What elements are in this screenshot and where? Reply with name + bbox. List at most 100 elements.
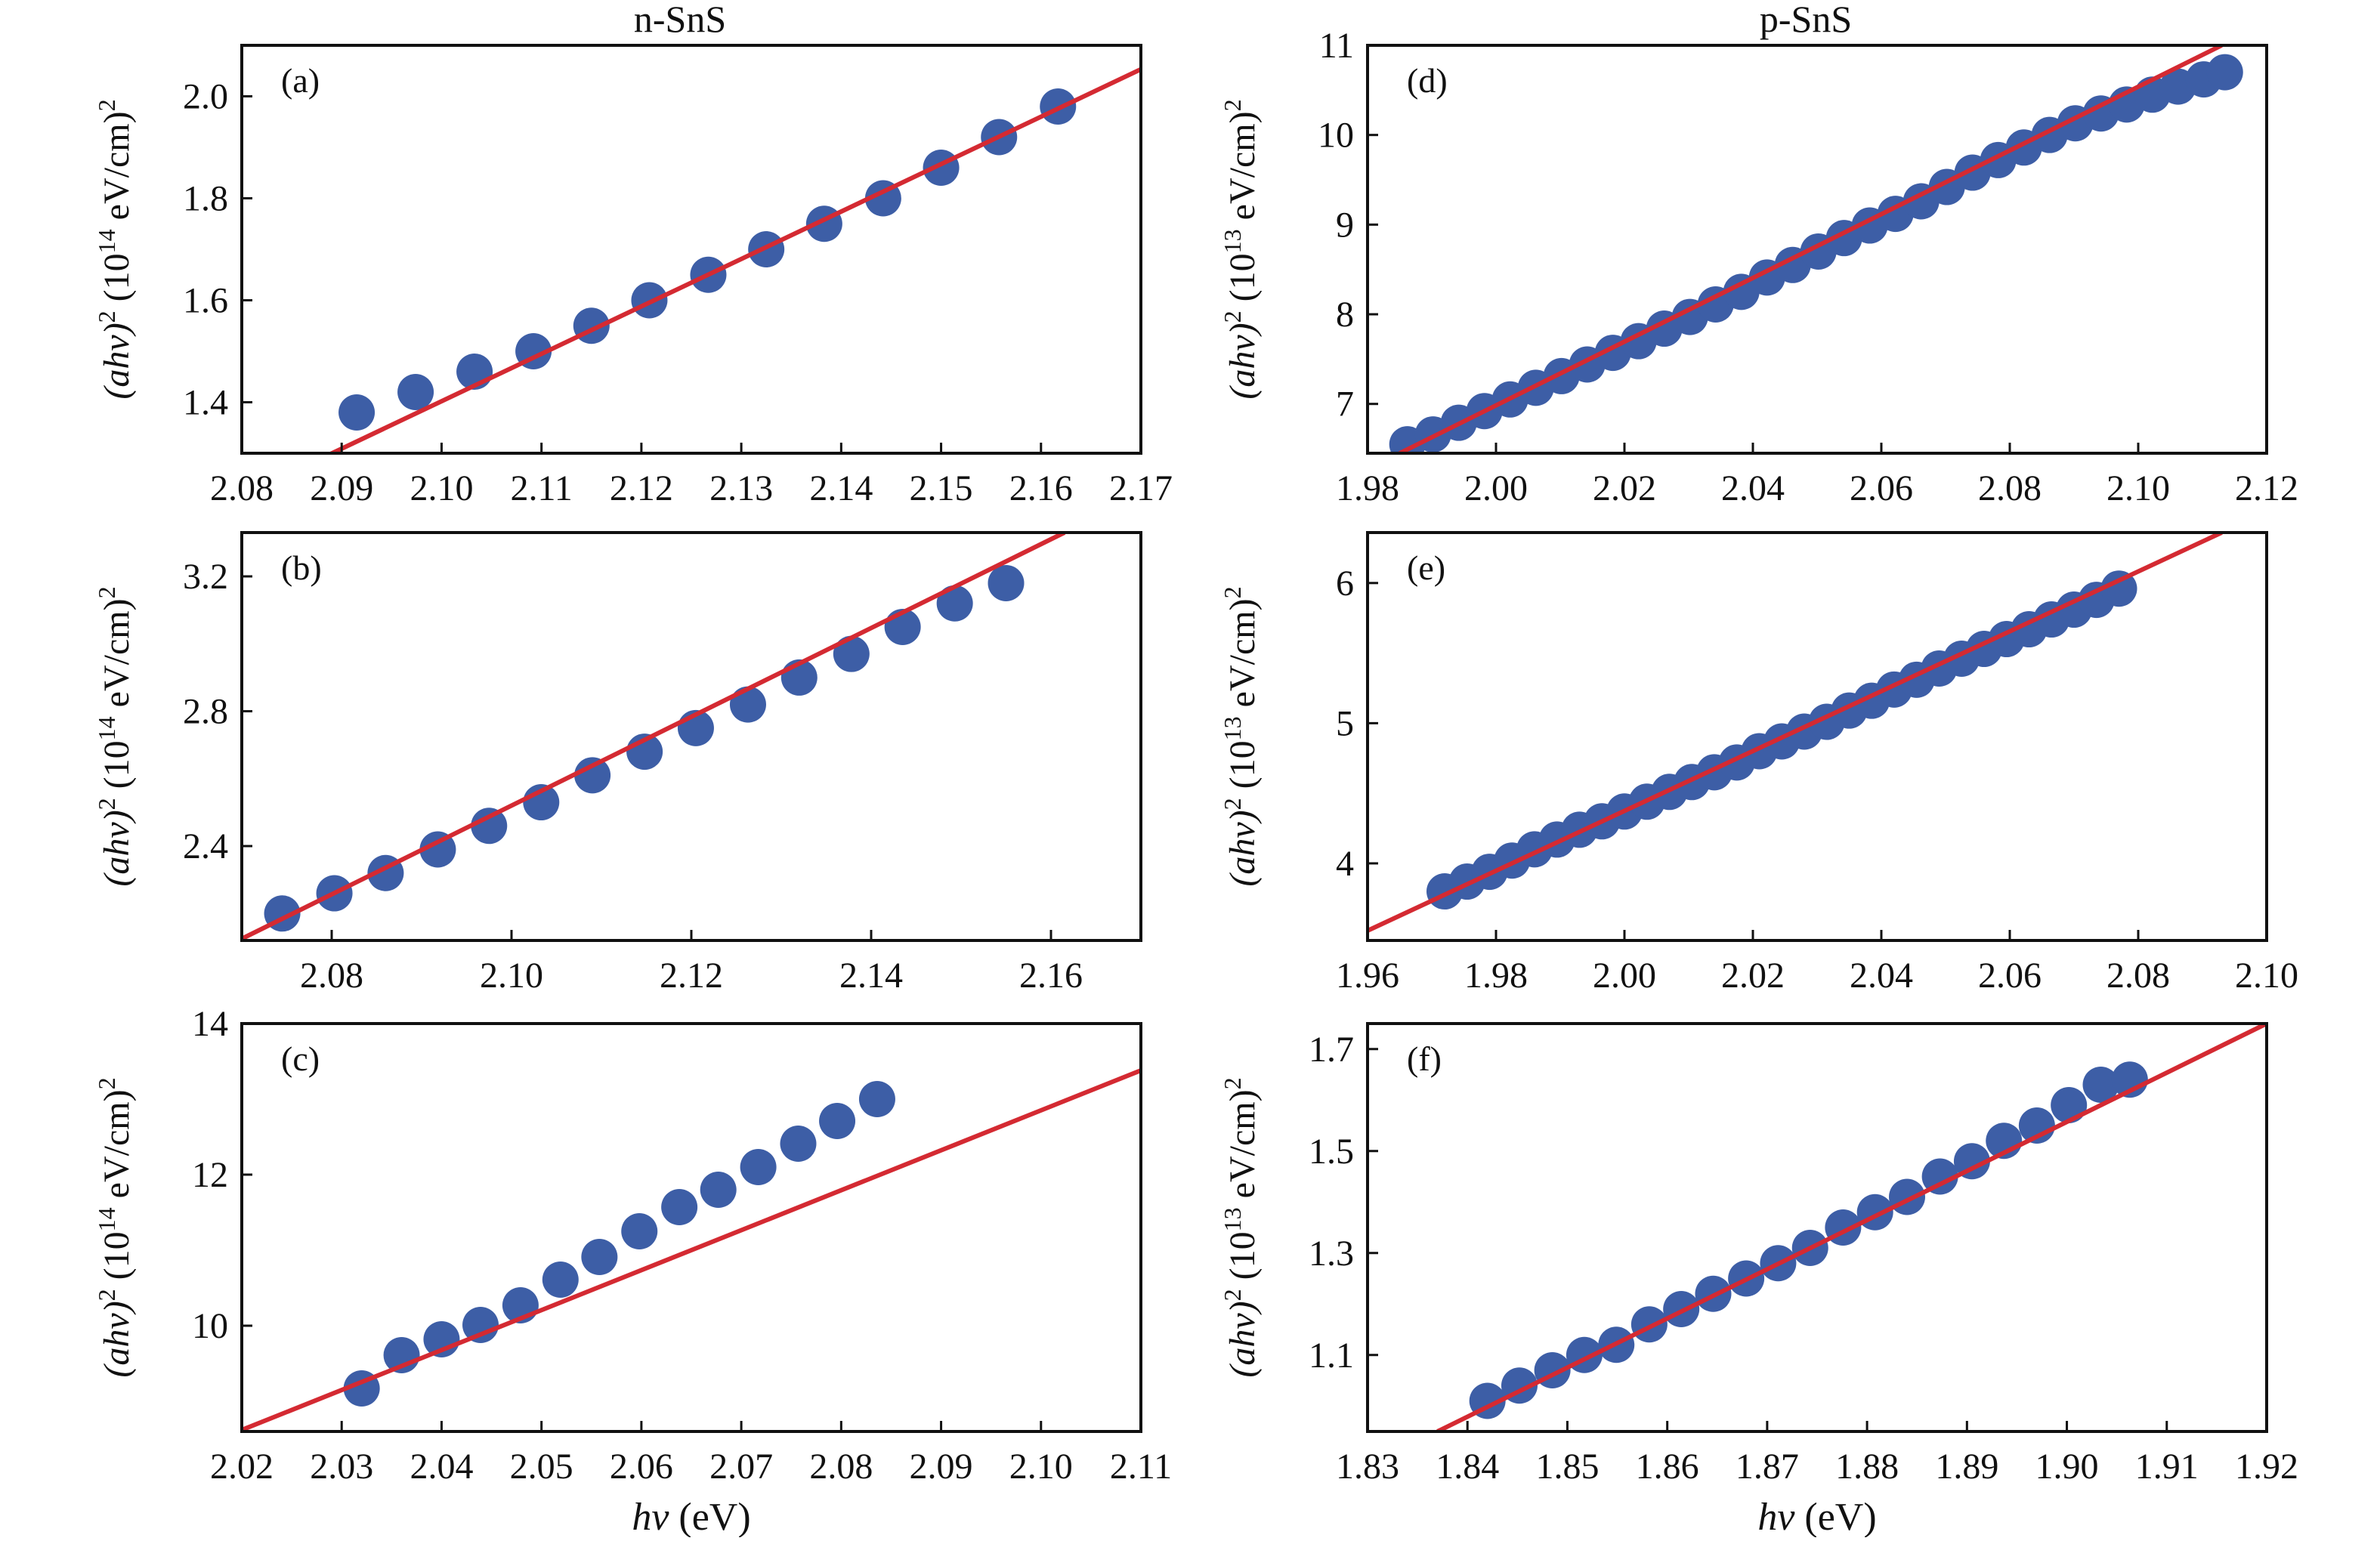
x-tick-label: 2.10 — [2106, 468, 2170, 508]
y-axis-label-part: (10 — [1222, 253, 1263, 310]
panel-a: 2.08 2.09 2.10 2.11 2.12 2.13 2.14 2.15 2.16 2.17… — [93, 44, 1173, 508]
x-tick-label: 2.16 — [1019, 956, 1083, 996]
y-tick-label: 5 — [1336, 703, 1354, 743]
x-tick-label: 2.02 — [1593, 468, 1656, 508]
x-tick-label: 1.89 — [1935, 1447, 1998, 1487]
x-tick-label: 2.15 — [910, 468, 973, 508]
axes-frame — [1366, 44, 2268, 455]
x-tick-label: 2.17 — [1109, 468, 1173, 508]
x-tick-label: 2.07 — [709, 1447, 773, 1487]
y-tick-label: 9 — [1336, 205, 1354, 245]
data-point — [1889, 1178, 1925, 1215]
x-tick-label: 1.90 — [2035, 1447, 2099, 1487]
x-tick-label: 1.92 — [2235, 1447, 2298, 1487]
y-axis-label-part: eV/cm) — [1222, 598, 1263, 716]
y-axis-label-part: (10 — [97, 740, 137, 798]
x-tick-label: 1.98 — [1336, 468, 1399, 508]
y-tick-label: 6 — [1336, 564, 1354, 604]
x-tick-label: 2.00 — [1464, 468, 1528, 508]
x-tick-label: 2.10 — [480, 956, 543, 996]
y-axis-label-part: (ahv) — [1222, 323, 1263, 399]
y-axis-label-part: (ahv) — [97, 810, 137, 886]
data-point — [819, 1103, 856, 1139]
axes-frame — [240, 44, 1142, 455]
y-axis-label-part: eV/cm) — [1222, 111, 1263, 229]
y-axis-label: (ahv)2 (1013 eV/cm)2 — [1219, 586, 1263, 886]
y-axis-label-part: (10 — [1222, 740, 1263, 798]
y-tick-label: 11 — [1319, 26, 1354, 66]
panel-label: (a) — [281, 61, 320, 100]
y-axis-label-part: (ahv) — [1222, 810, 1263, 886]
data-point — [2100, 570, 2137, 607]
y-axis-label-part: (10 — [1222, 1231, 1263, 1289]
fit-line — [1436, 1024, 2267, 1431]
y-axis-label-part: (ahv) — [97, 1301, 137, 1377]
data-point — [833, 635, 870, 672]
y-axis-label-part: 13 — [1219, 229, 1246, 253]
x-tick-label: 1.88 — [1835, 1447, 1899, 1487]
y-tick-label: 3.2 — [183, 557, 228, 597]
x-tick-label: 2.12 — [610, 468, 673, 508]
data-point — [2082, 1067, 2119, 1103]
x-axis-label-unit: (eV) — [1794, 1496, 1876, 1537]
data-point — [740, 1149, 777, 1185]
panel-b: 2.08 2.10 2.12 2.14 2.162.42.83.2 (b)(ahv)2 (… — [93, 531, 1142, 996]
x-tick-label: 2.09 — [910, 1447, 973, 1487]
y-tick-label: 1.6 — [183, 281, 228, 321]
data-point — [542, 1262, 579, 1298]
y-axis-label-part: 2 — [93, 310, 120, 323]
fit-line — [242, 1068, 1141, 1431]
x-tick-label: 2.02 — [1721, 956, 1785, 996]
x-tick-label: 2.04 — [1721, 468, 1785, 508]
x-tick-label: 1.87 — [1736, 1447, 1799, 1487]
y-tick-label: 2.4 — [183, 826, 228, 866]
y-axis-label-part: 2 — [1219, 586, 1246, 598]
x-tick-label: 2.10 — [410, 468, 473, 508]
x-tick-label: 1.91 — [2135, 1447, 2199, 1487]
x-tick-label: 2.08 — [210, 468, 274, 508]
y-axis-label-part: 2 — [1219, 99, 1246, 111]
data-point — [936, 585, 973, 622]
y-axis-label-part: (ahv) — [1222, 1301, 1263, 1377]
x-tick-label: 1.98 — [1464, 956, 1528, 996]
x-tick-label: 2.14 — [809, 468, 873, 508]
y-axis-label-part: (10 — [97, 253, 137, 310]
y-tick-label: 12 — [192, 1155, 228, 1195]
x-tick-label: 2.08 — [300, 956, 363, 996]
y-axis-label: (ahv)2 (1014 eV/cm)2 — [93, 586, 137, 886]
y-axis-label-part: 2 — [1219, 310, 1246, 323]
panel-c: 2.02 2.03 2.04 2.05 2.06 2.07 2.08 2.09 2.10 2.11… — [93, 1004, 1172, 1539]
x-tick-label: 2.03 — [310, 1447, 373, 1487]
x-tick-label: 2.08 — [1978, 468, 2042, 508]
y-axis-label-part: eV/cm) — [97, 1089, 137, 1207]
data-point — [2206, 54, 2243, 91]
panel-label: (f) — [1407, 1039, 1442, 1078]
fit-line — [326, 67, 1141, 453]
data-point — [858, 1081, 895, 1117]
x-tick-label: 1.96 — [1336, 956, 1399, 996]
x-tick-label: 2.09 — [310, 468, 373, 508]
axes-frame — [1366, 531, 2268, 942]
y-axis-label-part: eV/cm) — [1222, 1089, 1263, 1207]
y-tick-label: 2.0 — [183, 77, 228, 117]
y-axis-label-part: (10 — [97, 1231, 137, 1289]
panel-f: 1.83 1.84 1.85 1.86 1.87 1.88 1.89 1.90 1.91 1.92… — [1219, 1022, 2298, 1539]
points-a — [338, 88, 1077, 431]
data-point — [661, 1189, 698, 1225]
data-point — [1921, 1158, 1958, 1195]
data-point — [397, 374, 434, 410]
y-tick-label: 1.5 — [1309, 1132, 1354, 1172]
x-tick-label: 2.10 — [1009, 1447, 1073, 1487]
x-tick-label: 2.08 — [2106, 956, 2170, 996]
x-tick-label: 2.16 — [1009, 468, 1073, 508]
points-b — [264, 564, 1025, 932]
panel-label: (b) — [281, 548, 322, 587]
data-point — [419, 831, 456, 868]
y-axis-label-part: 2 — [93, 586, 120, 598]
y-tick-label: 7 — [1336, 384, 1354, 425]
y-axis-label-part: 13 — [1219, 1207, 1246, 1231]
x-tick-label: 2.05 — [510, 1447, 573, 1487]
data-point — [581, 1239, 618, 1275]
